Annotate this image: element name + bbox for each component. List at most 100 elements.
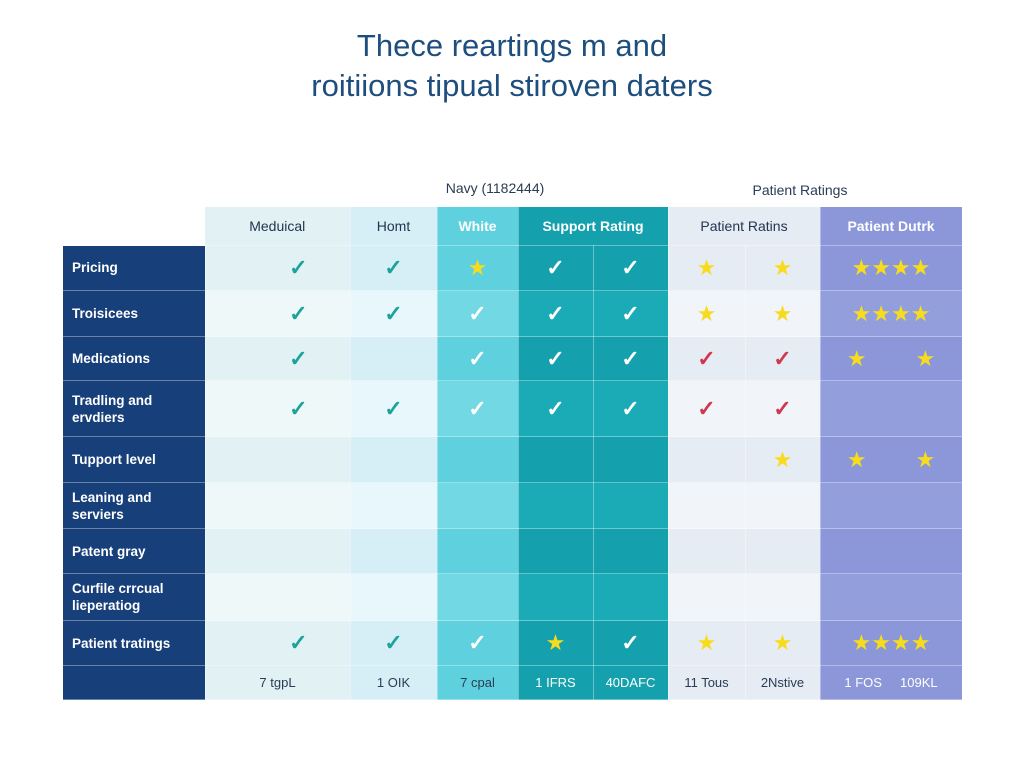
table-cell: ✓ (518, 290, 594, 337)
table-cell: ✓ (518, 336, 594, 381)
table-cell: ✓ (437, 336, 519, 381)
check-icon: ✓ (384, 395, 403, 421)
star-icon: ★ ★ (846, 446, 936, 472)
col-header: Homt (350, 207, 438, 246)
footer-cell: 7 cpal (437, 665, 519, 700)
table-cell (205, 436, 351, 483)
check-icon: ✓ (384, 630, 403, 655)
title-line-2: roitiions tipual stiroven daters (311, 68, 713, 103)
row-label: Troisicees (63, 290, 206, 337)
table-cell: ✓ (518, 380, 594, 437)
table-cell: ✓ (205, 380, 351, 437)
table-cell: ✓ (350, 620, 438, 666)
col-header: Patient Ratins (668, 207, 821, 246)
corner (63, 207, 205, 246)
table-cell: ✓ (437, 380, 519, 437)
table-cell: ★ (668, 245, 746, 291)
col-header: Support Rating (518, 207, 669, 246)
page-title: Thece reartings m and roitiions tipual s… (0, 26, 1024, 106)
footer-value: 1 FOS (844, 675, 882, 690)
table-cell (518, 528, 594, 574)
row-label: Curfile crrcual lieperatiog (63, 573, 206, 621)
check-icon: ✓ (697, 395, 716, 421)
table-cell: ✓ (593, 336, 669, 381)
row-label: Patient tratings (63, 620, 206, 666)
table-cell (350, 482, 438, 529)
star-icon: ★ (772, 255, 793, 280)
table-row: Patient tratings ✓ ✓ ✓ ★ ✓ ★ ★ ★★★★ (63, 620, 963, 666)
table-row: Tradling and ervdiers ✓ ✓ ✓ ✓ ✓ ✓ ✓ (63, 380, 963, 437)
table-cell (668, 573, 746, 621)
table-cell (745, 573, 821, 621)
check-icon: ✓ (289, 300, 308, 326)
table-cell: ✓ (350, 380, 438, 437)
col-header: Meduical (205, 207, 351, 246)
table-cell: ✓ (350, 245, 438, 291)
table-cell: ★ (745, 620, 821, 666)
row-label: Pricing (63, 245, 206, 291)
table-cell (820, 380, 963, 437)
check-icon: ✓ (468, 395, 487, 421)
table-cell: ✓ (205, 336, 351, 381)
table-cell (593, 573, 669, 621)
check-icon: ✓ (468, 300, 487, 326)
table-cell: ★ (668, 620, 746, 666)
table-cell: ★ (668, 290, 746, 337)
table-cell (518, 436, 594, 483)
table-cell (437, 528, 519, 574)
table-cell (668, 482, 746, 529)
group-header-navy: Navy (1182444) (445, 180, 545, 196)
table-cell (350, 528, 438, 574)
col-header: Patient Dutrk (820, 207, 963, 246)
table-cell: ★ (745, 245, 821, 291)
star-icon: ★ (467, 255, 488, 280)
star-icon: ★ (545, 630, 566, 655)
star-icon: ★ (696, 630, 717, 655)
table-cell: ✓ (593, 380, 669, 437)
table-cell (593, 436, 669, 483)
check-icon: ✓ (621, 395, 640, 421)
row-label: Tradling and ervdiers (63, 380, 206, 437)
check-icon: ✓ (468, 630, 487, 655)
table-cell: ✓ (745, 336, 821, 381)
check-icon: ✓ (289, 630, 308, 655)
star-icon: ★ (696, 300, 717, 326)
table-cell: ✓ (593, 290, 669, 337)
table-cell (745, 528, 821, 574)
title-line-1: Thece reartings m and (356, 28, 668, 63)
star-icon: ★★★★ (851, 300, 931, 326)
table-cell: ✓ (518, 245, 594, 291)
star-icon: ★ (772, 630, 793, 655)
table-cell (350, 573, 438, 621)
table-cell (668, 528, 746, 574)
row-label: Patent gray (63, 528, 206, 574)
table-cell: ✓ (205, 290, 351, 337)
table-cell (205, 528, 351, 574)
table-row: Tupport level ★ ★ ★ (63, 436, 963, 483)
table-cell: ✓ (668, 380, 746, 437)
table-cell: ★ (518, 620, 594, 666)
star-icon: ★ (772, 300, 793, 326)
table-cell: ✓ (205, 620, 351, 666)
check-icon: ✓ (546, 345, 565, 371)
table-cell (745, 482, 821, 529)
table-cell (437, 573, 519, 621)
table-cell: ★ (437, 245, 519, 291)
table-cell: ✓ (437, 290, 519, 337)
row-label: Tupport level (63, 436, 206, 483)
table-cell: ✓ (437, 620, 519, 666)
check-icon: ✓ (546, 395, 565, 421)
check-icon: ✓ (546, 255, 565, 280)
table-cell: ★ ★ (820, 436, 963, 483)
footer-cell: 1 IFRS (518, 665, 594, 700)
table-row: Medications ✓ ✓ ✓ ✓ ✓ ✓ ★ ★ (63, 336, 963, 381)
table-cell: ✓ (593, 245, 669, 291)
table-cell (518, 573, 594, 621)
table-cell: ★★★★ (820, 620, 963, 666)
table-cell: ✓ (668, 336, 746, 381)
table-cell: ✓ (205, 245, 351, 291)
footer-cell: 40DAFC (593, 665, 669, 700)
comparison-table: Meduical Homt White Support Rating Patie… (63, 207, 963, 700)
table-row: Troisicees ✓ ✓ ✓ ✓ ✓ ★ ★ ★★★★ (63, 290, 963, 337)
table-cell: ★★★★ (820, 290, 963, 337)
